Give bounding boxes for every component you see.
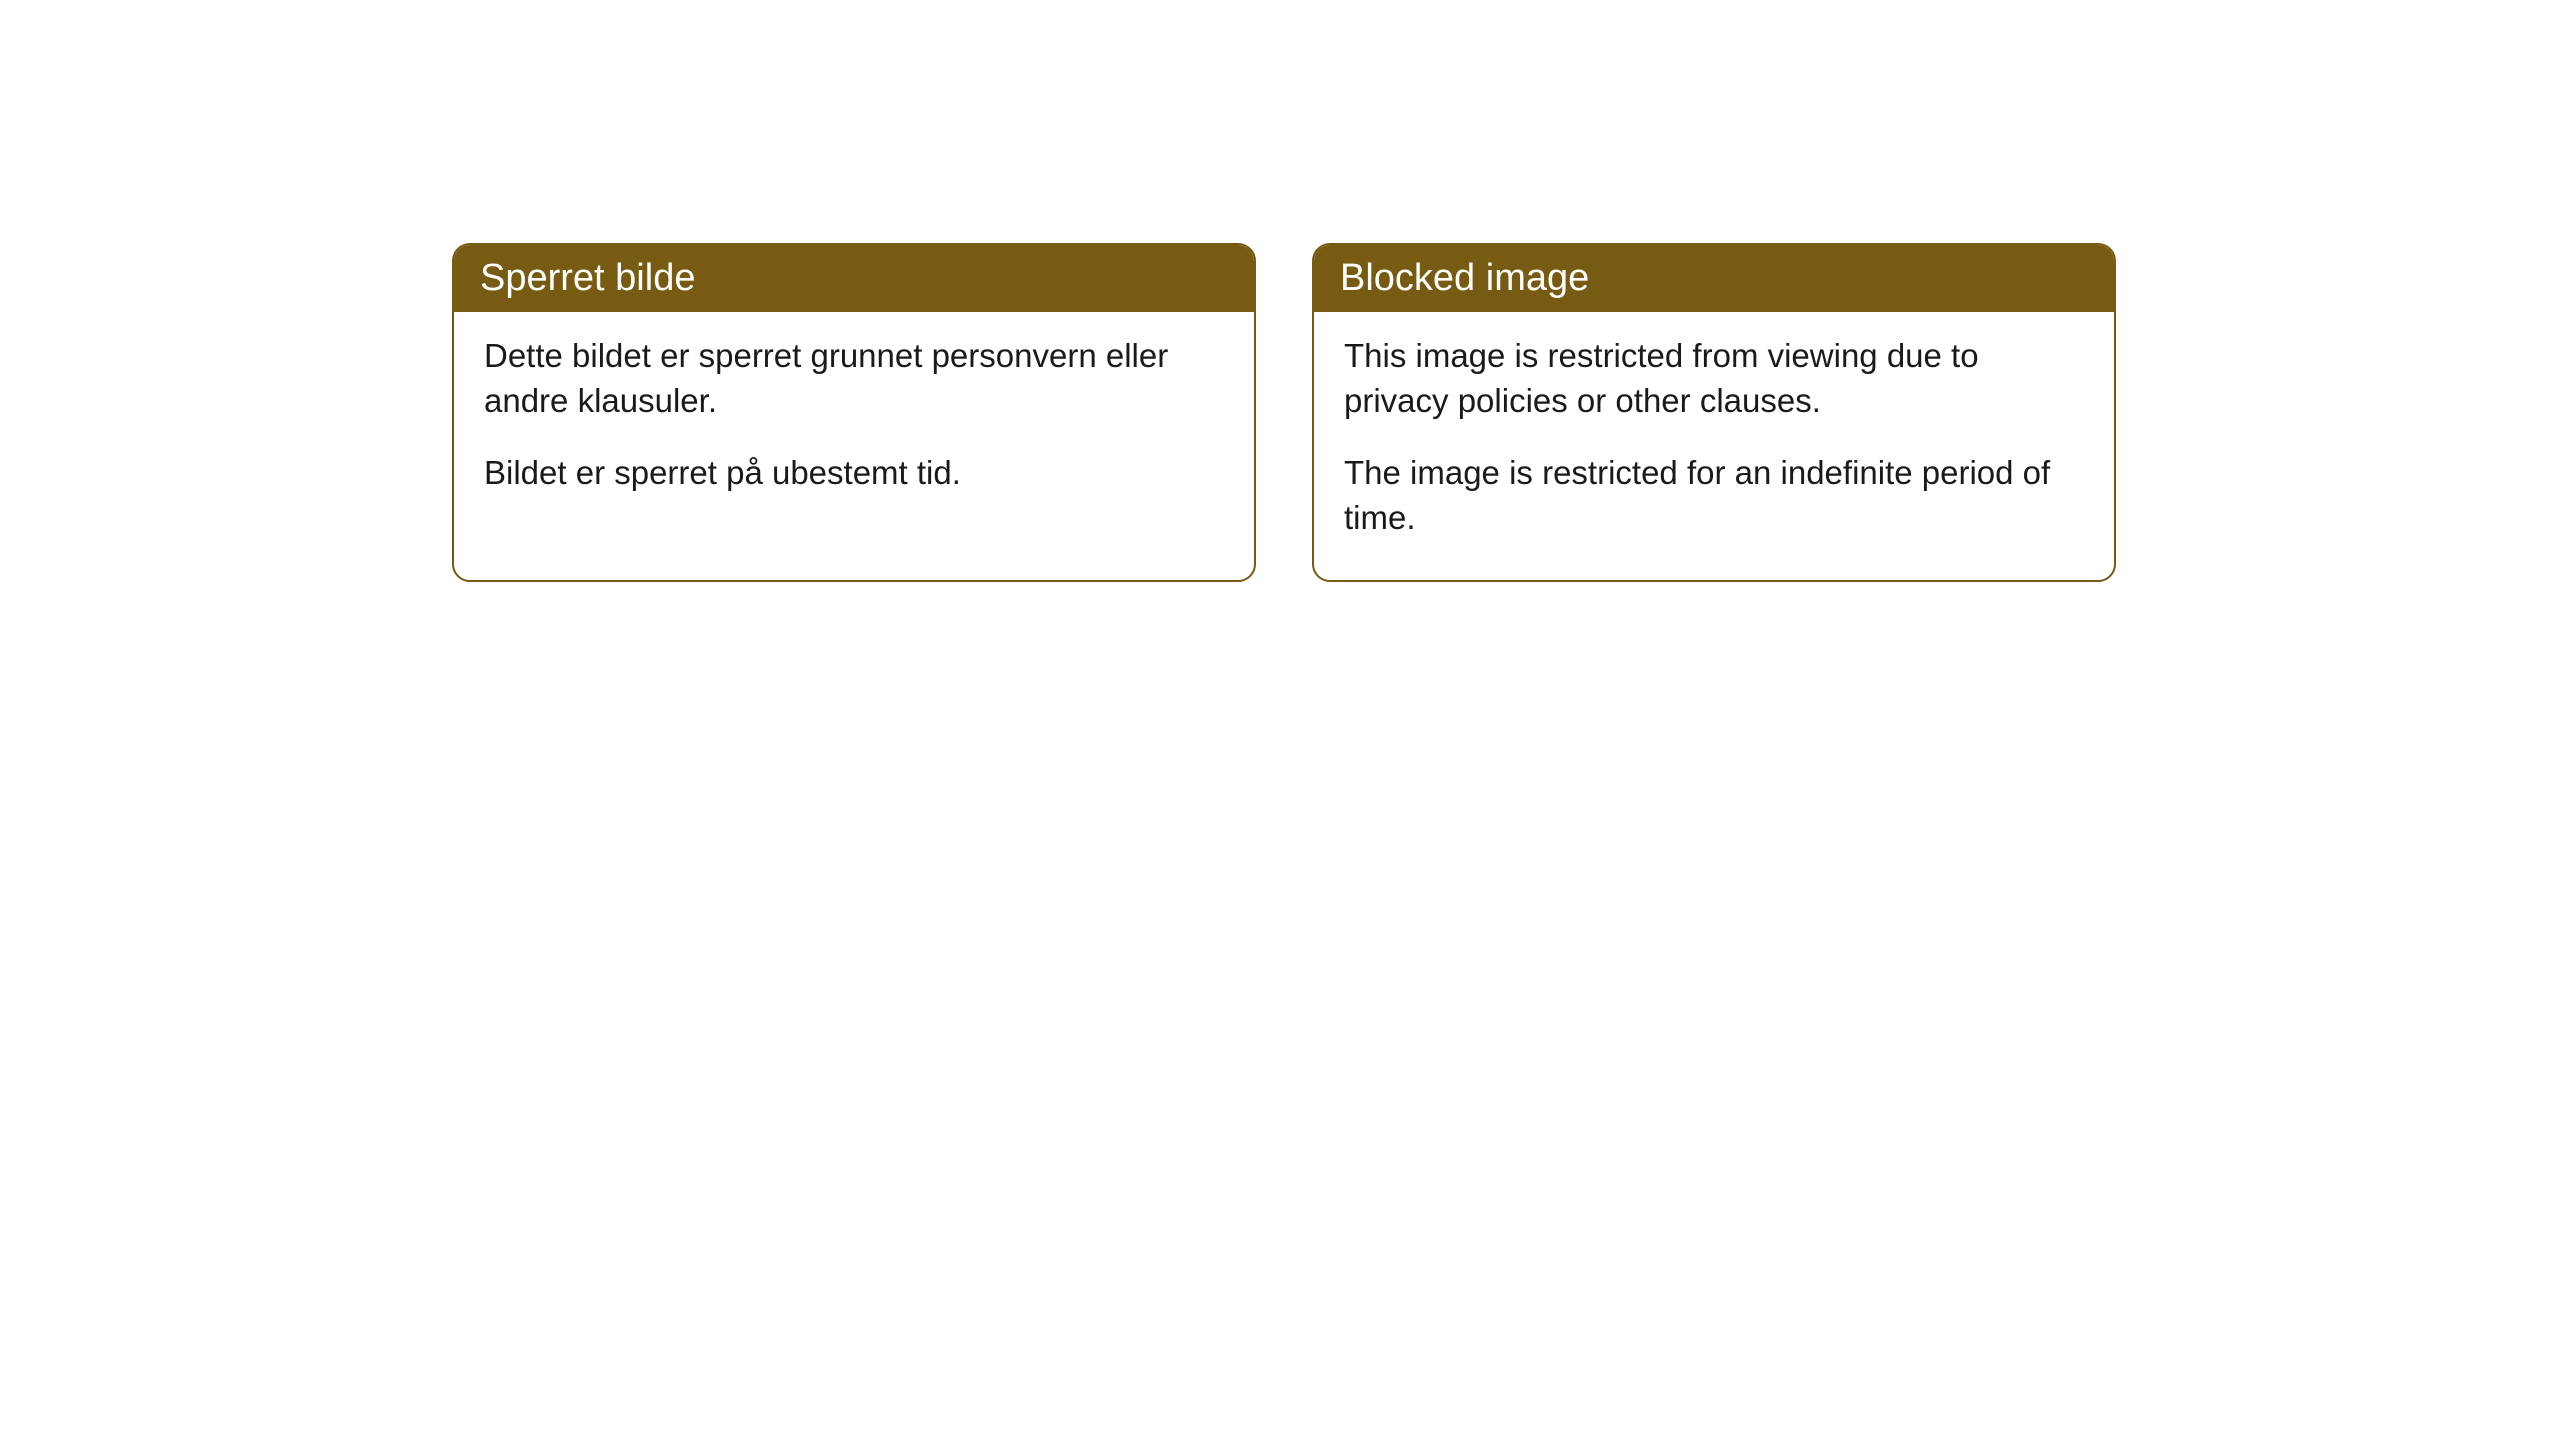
notice-cards-container: Sperret bilde Dette bildet er sperret gr… <box>0 0 2560 582</box>
card-paragraph-1: This image is restricted from viewing du… <box>1344 334 2084 423</box>
card-title: Blocked image <box>1340 257 1589 299</box>
blocked-image-card-norwegian: Sperret bilde Dette bildet er sperret gr… <box>452 243 1256 582</box>
card-paragraph-1: Dette bildet er sperret grunnet personve… <box>484 334 1224 423</box>
card-body: This image is restricted from viewing du… <box>1314 312 2114 580</box>
blocked-image-card-english: Blocked image This image is restricted f… <box>1312 243 2116 582</box>
card-paragraph-2: The image is restricted for an indefinit… <box>1344 451 2084 540</box>
card-paragraph-2: Bildet er sperret på ubestemt tid. <box>484 451 1224 496</box>
card-title: Sperret bilde <box>480 257 695 299</box>
card-header: Sperret bilde <box>454 245 1254 312</box>
card-header: Blocked image <box>1314 245 2114 312</box>
card-body: Dette bildet er sperret grunnet personve… <box>454 312 1254 536</box>
